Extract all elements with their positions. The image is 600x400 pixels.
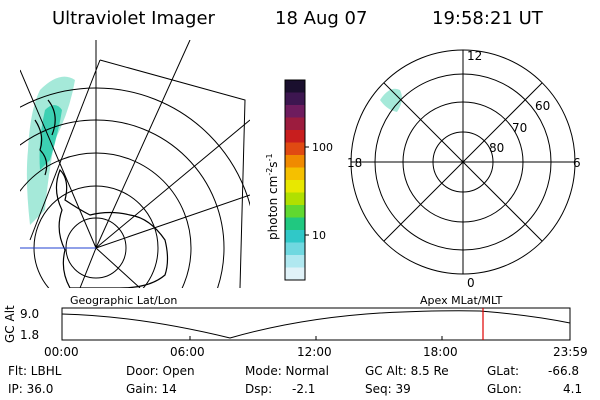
colorbar-cell [285, 167, 305, 181]
lat-label-80: 80 [489, 141, 504, 155]
colorbar-cell [285, 180, 305, 193]
colorbar-cell [285, 217, 305, 231]
mlt-label-12: 12 [467, 49, 482, 63]
colorbar-cell [285, 130, 305, 143]
colorbar-cell [285, 230, 305, 243]
mlt-label-6: 6 [573, 156, 581, 170]
strip-axis-label: GC Alt [3, 305, 17, 343]
colorbar-cell [285, 142, 305, 156]
dsp-label: Dsp: [245, 382, 273, 396]
glon-value: 4.1 [563, 382, 583, 396]
mlat-mlt-dial: 12 18 6 0 60 70 80 [347, 49, 581, 290]
door-field: Door: Open [126, 364, 195, 378]
glat-label: GLat: [487, 364, 520, 378]
mlt-label-0: 0 [467, 276, 475, 290]
colorbar-cell [285, 267, 305, 281]
dial-aurora-emission [380, 88, 402, 112]
mode-field: Mode: Normal [245, 364, 329, 378]
colorbar-cell [285, 80, 305, 93]
time-tick-1200: 12:00 [297, 345, 332, 359]
colorbar-cell [285, 192, 305, 206]
geographic-label: Geographic Lat/Lon [70, 294, 178, 307]
date-label: 18 Aug 07 [275, 8, 368, 29]
colorbar-cell [285, 242, 305, 256]
colorbar-tick-10: 10 [312, 229, 326, 242]
colorbar-cell [285, 105, 305, 118]
instrument-title: Ultraviolet Imager [52, 8, 215, 29]
strip-y-bottom: 1.8 [20, 328, 39, 342]
seq-field: Seq: 39 [365, 382, 411, 396]
colorbar-cell [285, 255, 305, 268]
glat-value: -66.8 [548, 364, 580, 378]
lat-label-60: 60 [535, 99, 550, 113]
flt-field: Flt: LBHL [8, 364, 62, 378]
time-tick-0600: 06:00 [170, 345, 205, 359]
mlt-label-18: 18 [347, 156, 362, 170]
gcalt-field: GC Alt: 8.5 Re [365, 364, 449, 378]
glon-label: GLon: [487, 382, 522, 396]
colorbar-unit-label: photon cm-2s-1 [265, 153, 280, 240]
colorbar-cell [285, 92, 305, 106]
lat-label-70: 70 [512, 121, 527, 135]
time-tick-0000: 00:00 [44, 345, 79, 359]
colorbar-cell [285, 205, 305, 218]
dsp-value: -2.1 [292, 382, 316, 396]
apex-label: Apex MLat/MLT [420, 294, 503, 307]
coastline [55, 168, 169, 288]
time-tick-2359: 23:59 [553, 345, 588, 359]
time-tick-1800: 18:00 [423, 345, 458, 359]
time-label: 19:58:21 UT [432, 8, 543, 29]
gain-field: Gain: 14 [126, 382, 177, 396]
colorbar-tick-100: 100 [312, 141, 333, 154]
altitude-curve [61, 310, 571, 339]
ip-field: IP: 36.0 [8, 382, 54, 396]
geographic-map [20, 40, 250, 288]
altitude-strip: 9.0 1.8 GC Alt [3, 305, 571, 343]
color-bar: 100 10 photon cm-2s-1 [265, 79, 333, 281]
strip-y-top: 9.0 [20, 307, 39, 321]
colorbar-cell [285, 155, 305, 168]
colorbar-cell [285, 117, 305, 131]
